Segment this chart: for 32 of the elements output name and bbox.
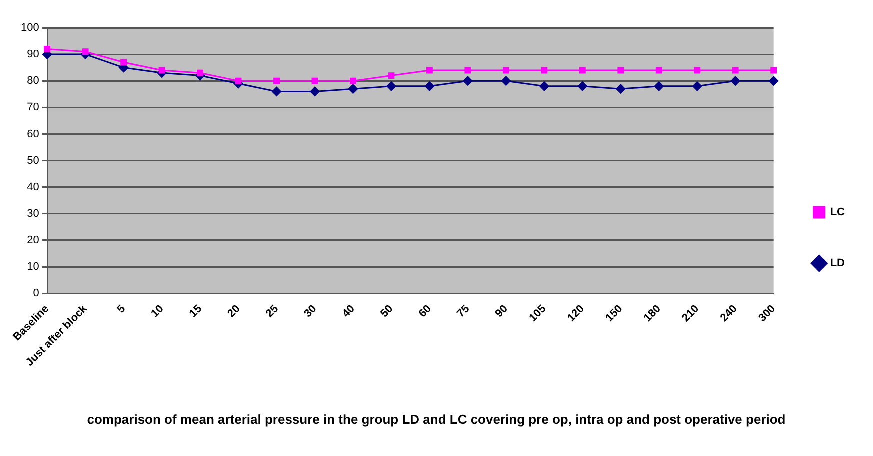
x-tick-label: 75 (455, 303, 472, 320)
x-tick-label: 40 (340, 303, 358, 320)
x-tick-label: 240 (718, 303, 740, 324)
legend-label: LC (830, 206, 846, 219)
y-tick-label: 70 (27, 102, 40, 114)
y-tick-label: 50 (27, 154, 40, 167)
x-tick-label: 25 (264, 303, 282, 320)
x-tick-label: 5 (115, 303, 128, 316)
x-tick-label: 150 (604, 303, 626, 324)
y-tick-label: 30 (27, 208, 40, 220)
x-tick-label: 15 (187, 303, 205, 320)
y-tick-label: 60 (27, 128, 40, 140)
x-tick-label: 60 (416, 303, 434, 320)
y-tick-label: 20 (27, 234, 40, 246)
x-tick-label: 300 (756, 303, 778, 324)
x-tick-label: 90 (493, 303, 510, 320)
text: comparison of mean arterial pressure in the group LD and LC covering pre op, intra op and post operative period (87, 412, 786, 427)
y-tick-label: 40 (27, 181, 40, 194)
x-tick-label: 210 (680, 303, 702, 324)
y-tick-label: 90 (27, 48, 40, 61)
x-tick-label: 30 (302, 303, 320, 320)
x-tick-label: 180 (642, 303, 664, 324)
x-tick-label: 120 (565, 303, 587, 324)
x-tick-label: 20 (226, 303, 243, 320)
y-tick-label: 80 (27, 75, 40, 88)
y-tick-label: 10 (27, 261, 40, 274)
x-tick-label: 105 (527, 303, 549, 324)
y-tick-label: 100 (20, 22, 40, 34)
y-tick-label: 0 (33, 288, 40, 300)
legend-label: LD (830, 258, 846, 270)
x-tick-label: 50 (378, 303, 396, 320)
x-tick-label: 10 (149, 303, 166, 320)
